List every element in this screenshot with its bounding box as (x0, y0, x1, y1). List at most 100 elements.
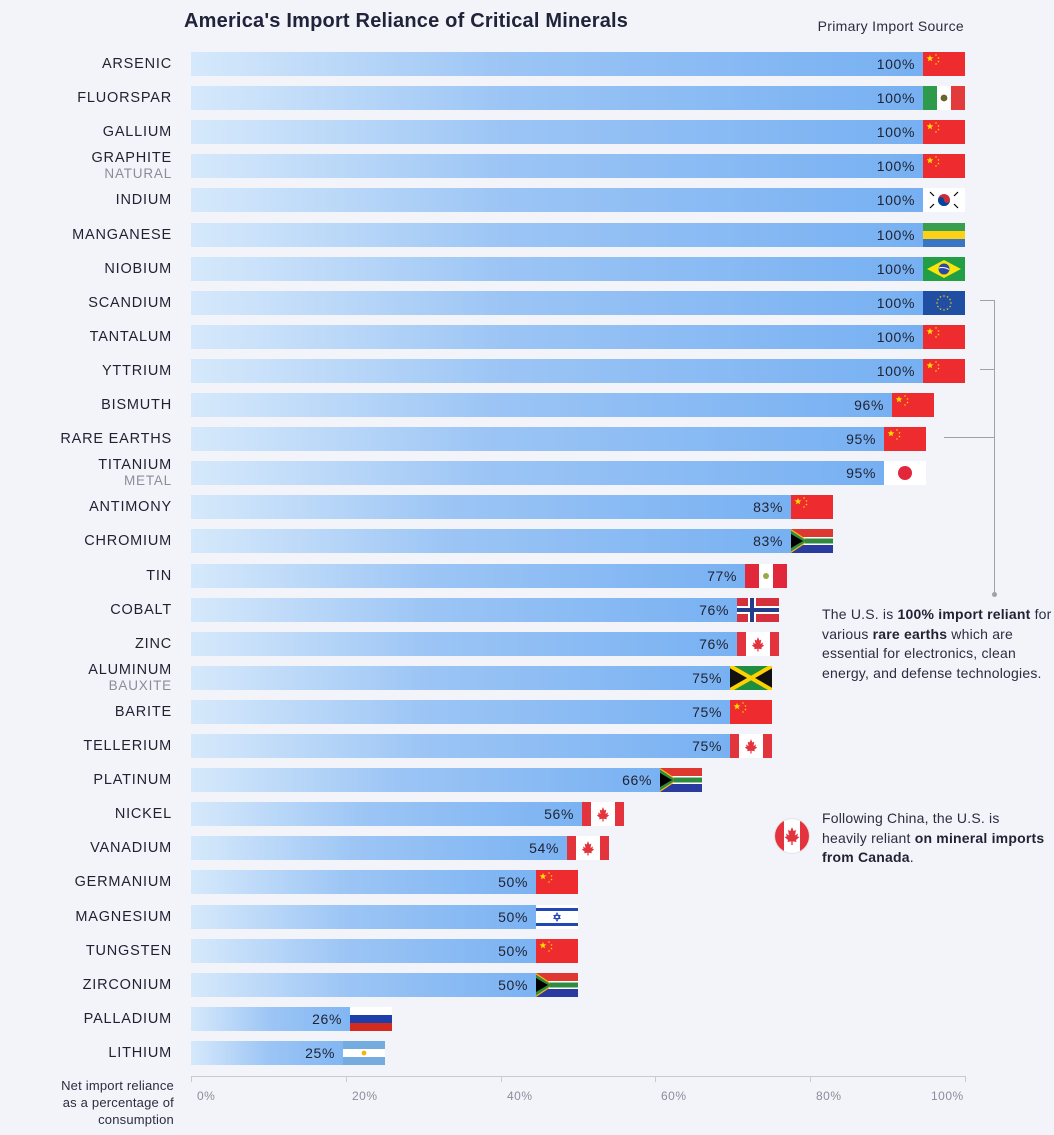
china-flag-icon (884, 427, 926, 451)
value-label: 54% (529, 840, 559, 856)
x-axis-tick-label: 60% (661, 1089, 687, 1103)
china-flag-icon (923, 154, 965, 178)
category-label: NIOBIUM (104, 261, 172, 277)
x-axis-tick-label: 80% (816, 1089, 842, 1103)
value-label: 100% (876, 158, 915, 174)
category-name: TIN (146, 568, 172, 584)
value-label: 76% (699, 636, 729, 652)
category-name: TITANIUM (98, 457, 172, 473)
category-label: SCANDIUM (88, 295, 172, 311)
category-label: ARSENIC (102, 56, 172, 72)
canada-flag-icon (730, 734, 772, 758)
category-name: TANTALUM (89, 329, 172, 345)
china-flag-icon (923, 325, 965, 349)
value-label: 95% (846, 465, 876, 481)
note-bold-text: on mineral imports from Canada (822, 829, 1045, 866)
value-label: 25% (305, 1045, 335, 1061)
category-sublabel: BAUXITE (108, 678, 172, 693)
category-name: MAGNESIUM (75, 909, 172, 925)
bracket-line (980, 300, 994, 301)
category-sublabel: NATURAL (104, 166, 172, 181)
category-name: TELLERIUM (83, 738, 172, 754)
x-axis-tick (191, 1076, 192, 1082)
category-label: NICKEL (115, 806, 172, 822)
category-label: RARE EARTHS (60, 431, 172, 447)
category-name: INDIUM (115, 192, 172, 208)
value-label: 76% (699, 602, 729, 618)
category-name: ZIRCONIUM (82, 977, 172, 993)
x-axis-title-line: as a percentage of (62, 1095, 174, 1110)
bar (191, 905, 578, 929)
value-label: 100% (876, 90, 915, 106)
bar (191, 359, 965, 383)
category-name: NIOBIUM (104, 261, 172, 277)
x-axis-tick-label: 20% (352, 1089, 378, 1103)
value-label: 50% (498, 874, 528, 890)
value-label: 100% (876, 192, 915, 208)
x-axis-tick-label: 100% (931, 1089, 964, 1103)
category-label: GALLIUM (103, 124, 172, 140)
bar (191, 870, 578, 894)
category-name: NICKEL (114, 806, 172, 822)
value-label: 83% (753, 499, 783, 515)
category-label: ANTIMONY (89, 499, 172, 515)
value-label: 75% (692, 670, 722, 686)
note-text: for various (822, 606, 1052, 642)
value-label: 75% (692, 738, 722, 754)
note-bold-text: 100% import reliant (897, 606, 1031, 622)
bracket-line (944, 437, 994, 438)
bar (191, 632, 779, 656)
category-label: TELLERIUM (83, 738, 172, 754)
eu-flag-icon (923, 291, 965, 315)
bar (191, 291, 965, 315)
category-name: FLUORSPAR (77, 90, 172, 106)
category-label: BISMUTH (101, 397, 172, 413)
bar (191, 564, 787, 588)
primary-import-source-label: Primary Import Source (817, 18, 964, 34)
category-name: GERMANIUM (74, 874, 172, 890)
category-label: LITHIUM (108, 1045, 172, 1061)
value-label: 83% (753, 533, 783, 549)
canada-flag-icon (737, 632, 779, 656)
category-label: TIN (146, 568, 172, 584)
value-label: 50% (498, 977, 528, 993)
bar (191, 188, 965, 212)
peru-flag-icon (745, 564, 787, 588)
bracket-end-dot (992, 592, 997, 597)
category-label: BARITE (115, 704, 172, 720)
china-flag-icon (923, 120, 965, 144)
x-axis-title-line: Net import reliance (61, 1078, 174, 1093)
bar (191, 52, 965, 76)
category-name: TUNGSTEN (85, 943, 172, 959)
mexico-flag-icon (923, 86, 965, 110)
category-name: VANADIUM (90, 840, 172, 856)
x-axis-tick (810, 1076, 811, 1082)
x-axis-tick-label: 40% (507, 1089, 533, 1103)
category-label: INDIUM (116, 192, 172, 208)
south-africa-flag-icon (536, 973, 578, 997)
value-label: 95% (846, 431, 876, 447)
category-label: TITANIUM METAL (98, 457, 172, 489)
canada-note: Following China, the U.S. is heavily rel… (822, 809, 1047, 868)
bar (191, 666, 772, 690)
bar (191, 325, 965, 349)
category-name: PALLADIUM (83, 1011, 172, 1027)
category-label: TANTALUM (90, 329, 172, 345)
category-name: RARE EARTHS (60, 431, 172, 447)
bar (191, 461, 926, 485)
bar (191, 86, 965, 110)
value-label: 75% (692, 704, 722, 720)
category-label: YTTRIUM (102, 363, 172, 379)
category-label: ZIRCONIUM (83, 977, 172, 993)
bar (191, 529, 833, 553)
category-name: ZINC (134, 636, 172, 652)
bar (191, 598, 779, 622)
category-name: CHROMIUM (84, 533, 172, 549)
category-name: ARSENIC (101, 56, 172, 72)
israel-flag-icon (536, 905, 578, 929)
bar (191, 734, 772, 758)
x-axis-title-line: consumption (98, 1112, 174, 1127)
brazil-flag-icon (923, 257, 965, 281)
value-label: 100% (876, 363, 915, 379)
category-sublabel: METAL (123, 473, 172, 488)
